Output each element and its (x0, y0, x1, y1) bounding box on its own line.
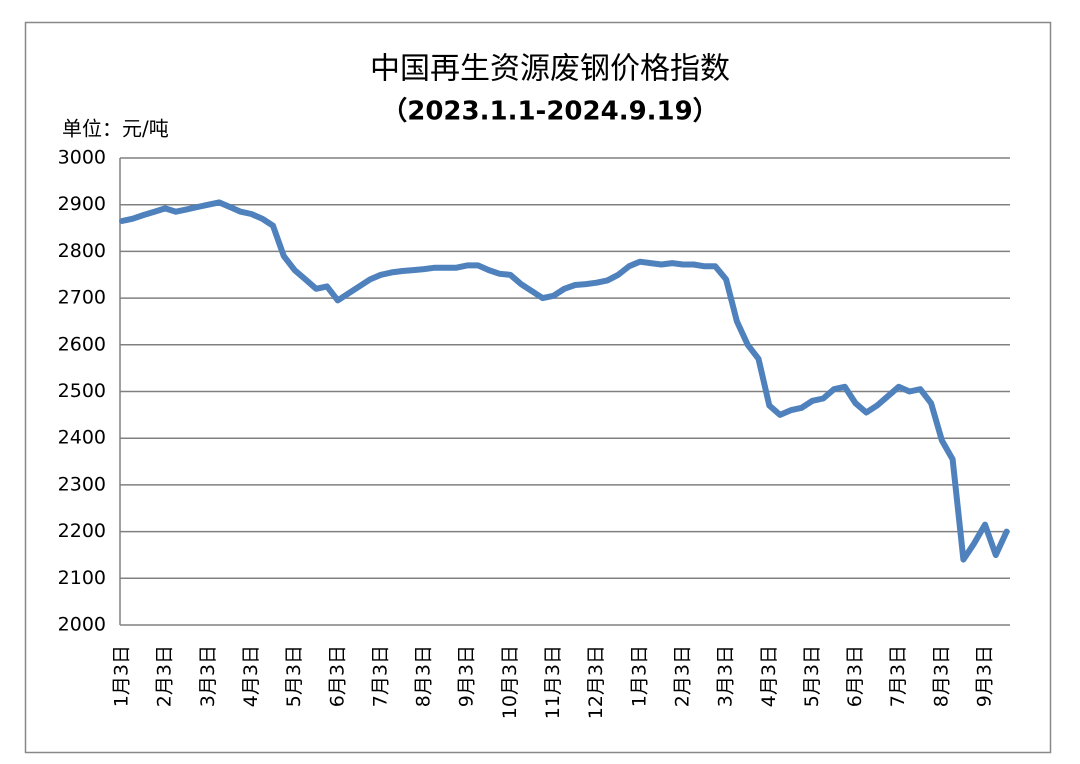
x-tick-label: 7月3日 (369, 645, 391, 707)
y-tick-label: 2000 (58, 614, 106, 636)
x-tick-label: 1月3日 (628, 645, 650, 707)
y-tick-label: 2700 (58, 287, 106, 309)
y-tick-label: 2600 (58, 333, 106, 355)
x-tick-label: 12月3日 (585, 645, 607, 719)
x-tick-label: 9月3日 (974, 645, 996, 707)
y-tick-label: 2400 (58, 427, 106, 449)
x-tick-label: 5月3日 (801, 645, 823, 707)
x-tick-label: 10月3日 (499, 645, 521, 719)
chart-title: 中国再生资源废钢价格指数 (370, 52, 730, 87)
chart-border (24, 21, 1052, 754)
x-tick-label: 8月3日 (930, 645, 952, 707)
y-tick-label: 2800 (58, 240, 106, 262)
y-tick-label: 2500 (58, 380, 106, 402)
data-line (119, 199, 1010, 563)
x-tick-label: 1月3日 (111, 645, 133, 707)
unit-label: 单位：元/吨 (62, 117, 169, 141)
x-tick-label: 2月3日 (671, 645, 693, 707)
x-tick-label: 8月3日 (413, 645, 435, 707)
x-tick-label: 7月3日 (887, 645, 909, 707)
x-tick-label: 3月3日 (715, 645, 737, 707)
y-tick-label: 2300 (58, 473, 106, 495)
y-tick-label: 2200 (58, 520, 106, 542)
chart-subtitle: （2023.1.1-2024.9.19） (381, 97, 718, 127)
x-tick-label: 11月3日 (542, 645, 564, 719)
x-tick-label: 5月3日 (283, 645, 305, 707)
x-tick-label: 4月3日 (758, 645, 780, 707)
x-tick-label: 2月3日 (154, 645, 176, 707)
y-tick-label: 3000 (58, 147, 106, 169)
x-tick-label: 6月3日 (844, 645, 866, 707)
x-tick-label: 4月3日 (240, 645, 262, 707)
x-tick-label: 3月3日 (197, 645, 219, 707)
y-tick-label: 2900 (58, 193, 106, 215)
x-tick-label: 9月3日 (456, 645, 478, 707)
x-tick-label: 6月3日 (326, 645, 348, 707)
y-tick-label: 2100 (58, 567, 106, 589)
